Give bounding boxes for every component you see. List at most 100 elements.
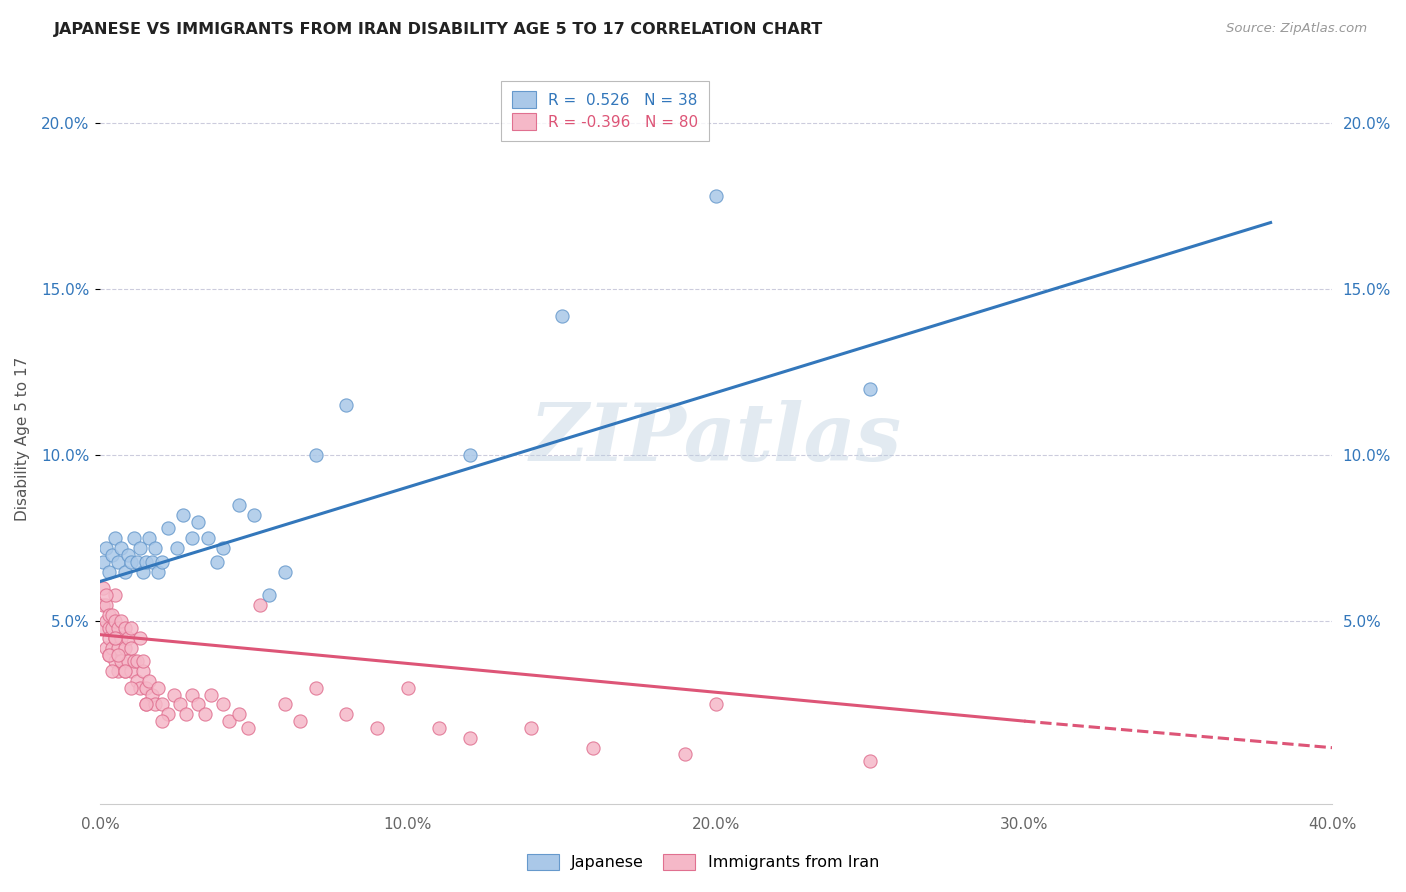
Point xyxy=(187,698,209,712)
Legend: Japanese, Immigrants from Iran: Japanese, Immigrants from Iran xyxy=(520,847,886,877)
Point xyxy=(197,531,219,545)
Point xyxy=(101,621,124,635)
Point xyxy=(458,448,481,462)
Point xyxy=(120,621,142,635)
Point xyxy=(117,548,139,562)
Point xyxy=(859,382,882,396)
Point xyxy=(458,731,481,745)
Point xyxy=(427,721,450,735)
Point xyxy=(120,681,142,695)
Point xyxy=(98,607,121,622)
Point xyxy=(304,448,326,462)
Point xyxy=(148,565,170,579)
Point xyxy=(163,688,186,702)
Point xyxy=(212,698,235,712)
Point xyxy=(101,607,124,622)
Point xyxy=(366,721,388,735)
Point xyxy=(135,698,157,712)
Point xyxy=(94,588,117,602)
Point xyxy=(304,681,326,695)
Point xyxy=(150,555,173,569)
Point xyxy=(107,648,129,662)
Point xyxy=(117,631,139,645)
Point xyxy=(150,714,173,728)
Point xyxy=(107,640,129,655)
Point xyxy=(135,698,157,712)
Point xyxy=(101,665,124,679)
Point xyxy=(107,665,129,679)
Point xyxy=(212,541,235,556)
Point xyxy=(141,555,163,569)
Point xyxy=(114,565,136,579)
Point xyxy=(104,631,127,645)
Point xyxy=(200,688,222,702)
Point xyxy=(704,189,727,203)
Point xyxy=(132,665,155,679)
Point xyxy=(107,555,129,569)
Point xyxy=(110,615,132,629)
Point xyxy=(98,565,121,579)
Point xyxy=(101,640,124,655)
Point xyxy=(181,688,204,702)
Point xyxy=(98,648,121,662)
Point xyxy=(129,631,152,645)
Point xyxy=(143,541,166,556)
Point xyxy=(205,555,228,569)
Point xyxy=(150,698,173,712)
Point xyxy=(228,707,250,722)
Point xyxy=(114,665,136,679)
Point xyxy=(243,508,266,522)
Point xyxy=(98,631,121,645)
Point xyxy=(104,615,127,629)
Point xyxy=(181,531,204,545)
Point xyxy=(396,681,419,695)
Point xyxy=(288,714,311,728)
Point xyxy=(91,555,114,569)
Point xyxy=(125,654,148,668)
Text: Source: ZipAtlas.com: Source: ZipAtlas.com xyxy=(1226,22,1367,36)
Point xyxy=(335,398,357,412)
Point xyxy=(135,681,157,695)
Point xyxy=(94,598,117,612)
Point xyxy=(125,555,148,569)
Point xyxy=(122,654,145,668)
Point xyxy=(156,707,179,722)
Point xyxy=(673,747,696,762)
Point xyxy=(94,615,117,629)
Point xyxy=(101,548,124,562)
Point xyxy=(114,621,136,635)
Point xyxy=(218,714,240,728)
Text: JAPANESE VS IMMIGRANTS FROM IRAN DISABILITY AGE 5 TO 17 CORRELATION CHART: JAPANESE VS IMMIGRANTS FROM IRAN DISABIL… xyxy=(53,22,823,37)
Point xyxy=(129,541,152,556)
Point xyxy=(138,531,160,545)
Point xyxy=(98,621,121,635)
Point xyxy=(174,707,197,722)
Point xyxy=(228,498,250,512)
Legend: R =  0.526   N = 38, R = -0.396   N = 80: R = 0.526 N = 38, R = -0.396 N = 80 xyxy=(501,80,709,141)
Point xyxy=(132,565,155,579)
Point xyxy=(104,654,127,668)
Point xyxy=(138,674,160,689)
Point xyxy=(274,565,297,579)
Point xyxy=(91,598,114,612)
Point xyxy=(129,681,152,695)
Point xyxy=(114,640,136,655)
Point xyxy=(859,754,882,768)
Point xyxy=(551,309,574,323)
Point xyxy=(110,541,132,556)
Point xyxy=(125,674,148,689)
Point xyxy=(259,588,281,602)
Point xyxy=(120,555,142,569)
Point xyxy=(156,521,179,535)
Point xyxy=(132,654,155,668)
Point xyxy=(114,665,136,679)
Point xyxy=(110,631,132,645)
Y-axis label: Disability Age 5 to 17: Disability Age 5 to 17 xyxy=(15,357,30,521)
Point xyxy=(194,707,217,722)
Point xyxy=(166,541,188,556)
Point xyxy=(172,508,194,522)
Point xyxy=(274,698,297,712)
Point xyxy=(120,640,142,655)
Point xyxy=(91,621,114,635)
Point xyxy=(148,681,170,695)
